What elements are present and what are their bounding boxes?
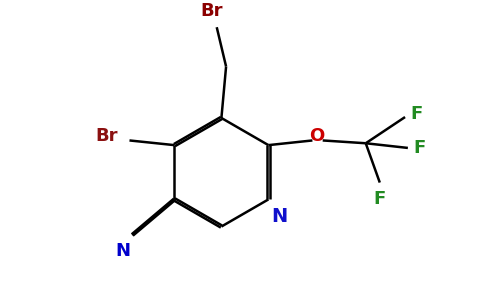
Text: N: N [272, 207, 288, 226]
Text: O: O [309, 127, 325, 145]
Text: F: F [374, 190, 386, 208]
Text: Br: Br [201, 2, 223, 20]
Text: N: N [115, 242, 130, 260]
Text: F: F [413, 139, 426, 157]
Text: Br: Br [96, 127, 118, 145]
Text: F: F [410, 105, 423, 123]
